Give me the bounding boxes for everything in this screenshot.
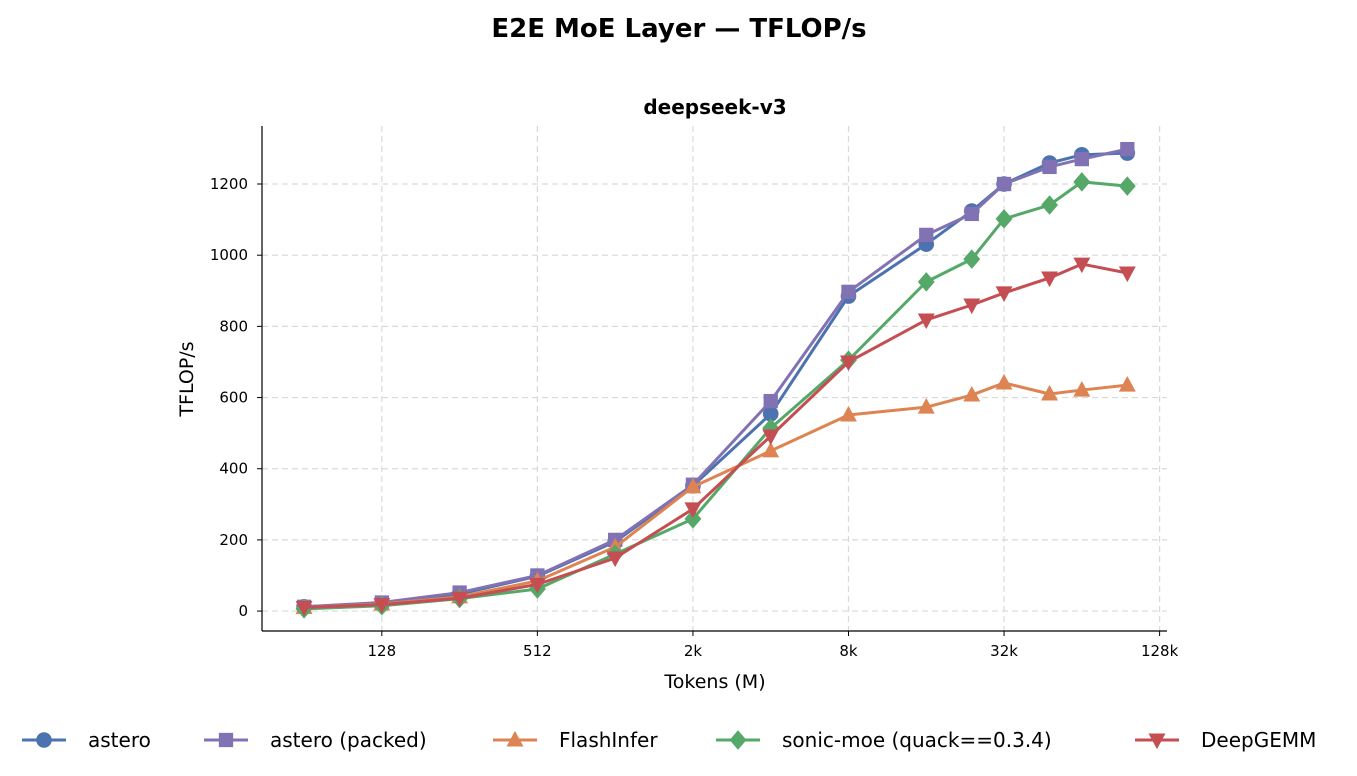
y-tick-label: 400 — [219, 460, 248, 478]
legend-label: astero — [88, 728, 151, 752]
series-line — [303, 262, 1128, 610]
data-point — [1074, 151, 1089, 167]
data-point — [917, 313, 935, 330]
series-astero-packed — [296, 141, 1135, 614]
series-line — [303, 180, 1128, 611]
figure-title: E2E MoE Layer — TFLOP/s — [491, 14, 866, 44]
data-point — [995, 209, 1013, 229]
data-point — [1041, 195, 1058, 215]
legend-label: sonic-moe (quack==0.3.4) — [782, 728, 1052, 752]
data-point — [964, 206, 979, 222]
x-axis-label: Tokens (M) — [663, 671, 765, 693]
y-tick-label: 1000 — [210, 246, 248, 264]
data-point — [373, 598, 391, 614]
series-line — [303, 147, 1128, 609]
legend-label: DeepGEMM — [1201, 728, 1316, 752]
legend-marker — [1148, 733, 1166, 750]
data-point — [963, 298, 981, 315]
data-point — [762, 429, 780, 446]
x-tick-label: 8k — [839, 642, 858, 660]
data-point — [1073, 380, 1091, 397]
y-ticks: 0 200 400 600 800 1000 1200 — [210, 175, 262, 620]
legend-marker — [218, 732, 234, 748]
data-point — [684, 502, 702, 519]
legend-marker — [506, 730, 524, 747]
chart-title: deepseek-v3 — [643, 95, 786, 119]
data-point — [451, 591, 469, 608]
data-point — [963, 385, 981, 402]
legend-label: astero (packed) — [270, 728, 427, 752]
data-point — [1118, 375, 1136, 392]
x-tick-label: 2k — [684, 642, 703, 660]
legend-item: sonic-moe (quack==0.3.4) — [716, 728, 1052, 752]
data-point — [1073, 257, 1091, 274]
data-point — [762, 418, 780, 438]
legend-item: DeepGEMM — [1135, 728, 1316, 752]
data-point — [963, 249, 981, 269]
series-sonic-moe-quack-0-3-4 — [295, 172, 1136, 619]
y-tick-label: 600 — [219, 389, 248, 407]
data-point — [684, 477, 702, 494]
data-point — [841, 284, 856, 299]
data-point — [1118, 266, 1136, 283]
data-point — [917, 272, 935, 292]
legend-item: FlashInfer — [493, 728, 658, 752]
legend: astero astero (packed) FlashInfer sonic-moe… — [22, 728, 1316, 752]
legend-item: astero (packed) — [204, 728, 427, 752]
legend-label: FlashInfer — [559, 728, 658, 752]
data-point — [295, 601, 313, 617]
data-point — [762, 406, 779, 422]
x-tick-label: 32k — [990, 642, 1018, 660]
data-point — [1042, 159, 1057, 175]
data-point — [763, 393, 778, 409]
series-deepgemm — [295, 257, 1136, 617]
data-point — [1041, 384, 1058, 401]
legend-marker — [36, 732, 52, 748]
data-point — [1118, 176, 1136, 196]
data-point — [606, 551, 624, 568]
series-layer — [295, 141, 1136, 619]
data-point — [995, 286, 1013, 303]
x-tick-label: 512 — [523, 642, 552, 660]
x-ticks: 128 512 2k 8k 32k 128k — [368, 631, 1179, 660]
y-tick-label: 800 — [219, 317, 248, 335]
y-tick-label: 1200 — [210, 175, 248, 193]
data-point — [840, 405, 857, 422]
y-tick-label: 0 — [238, 602, 248, 620]
data-point — [996, 176, 1012, 192]
data-point — [1120, 141, 1135, 157]
data-point — [1041, 271, 1058, 288]
series-line — [303, 381, 1128, 610]
data-point — [995, 373, 1013, 390]
data-point — [762, 441, 780, 458]
x-tick-label: 128 — [368, 642, 397, 660]
legend-item: astero — [22, 728, 151, 752]
legend-marker — [729, 730, 747, 750]
data-point — [528, 577, 546, 594]
data-point — [1073, 172, 1091, 192]
data-point — [917, 398, 935, 414]
grid — [262, 126, 1167, 631]
y-tick-label: 200 — [219, 531, 248, 549]
data-point — [840, 355, 857, 372]
y-axis-label: TFLOP/s — [176, 341, 198, 417]
data-point — [684, 509, 702, 529]
x-tick-label: 128k — [1141, 642, 1179, 660]
data-point — [919, 227, 934, 243]
